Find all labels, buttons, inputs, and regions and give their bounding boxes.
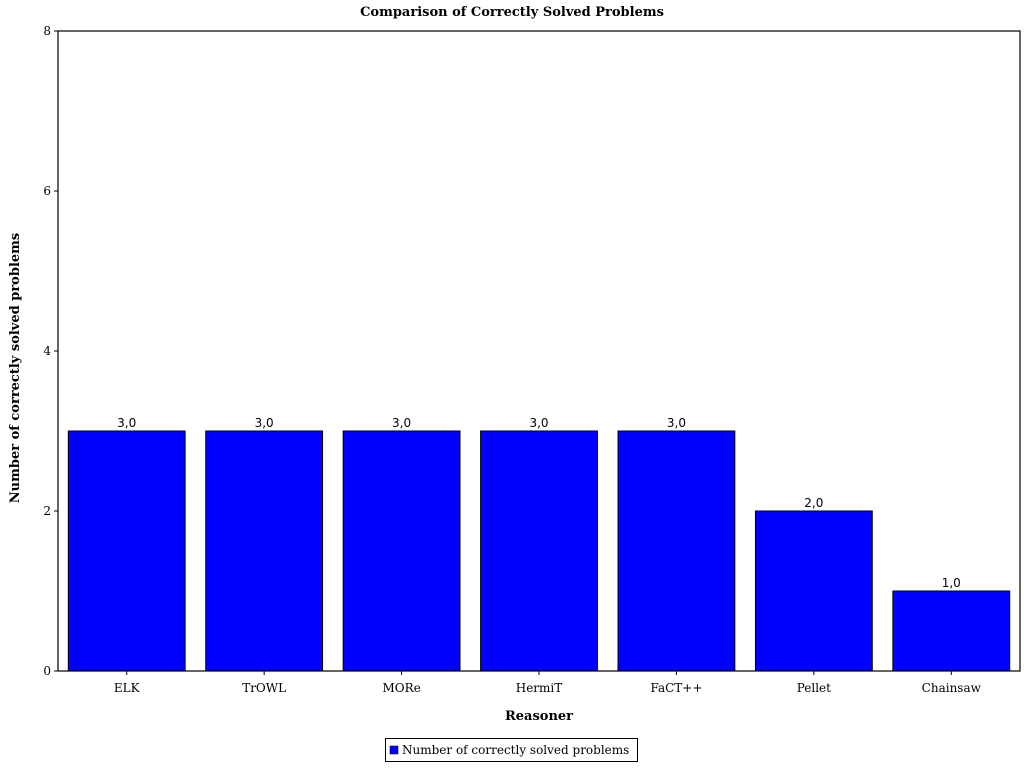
bar-hermit: [480, 430, 598, 672]
legend-entry-label: Number of correctly solved problems: [402, 743, 629, 757]
chart-title: Comparison of Correctly Solved Problems: [360, 5, 664, 20]
bar-value-label: 3,0: [117, 416, 136, 430]
x-axis-label: Reasoner: [505, 709, 573, 724]
bar-fact-: [617, 430, 736, 672]
x-tick-label: ELK: [114, 681, 141, 695]
bar-value-label: 3,0: [529, 416, 548, 430]
x-tick-label: TrOWL: [242, 681, 286, 695]
legend-box: [385, 738, 638, 762]
bar-elk: [67, 430, 186, 672]
bar-trowl: [205, 430, 324, 672]
bar-pellet: [754, 510, 873, 672]
value-labels: 3,0 3,0 3,0 3,0 3,0 2,0 1,0: [117, 416, 961, 590]
bar-value-label: 3,0: [255, 416, 274, 430]
legend-swatch: [389, 745, 399, 755]
bar-value-label: 2,0: [804, 496, 823, 510]
y-tick-label: 6: [43, 184, 51, 198]
x-tick-label: Chainsaw: [922, 681, 982, 695]
y-tick-label: 0: [43, 664, 51, 678]
x-tick-label: HermiT: [516, 681, 563, 695]
bar-more: [342, 430, 461, 672]
x-tick-label: FaCT++: [650, 681, 702, 695]
plot-area-frame: [57, 30, 1021, 672]
bar-value-label: 3,0: [392, 416, 411, 430]
legend: Number of correctly solved problems: [385, 738, 638, 762]
y-tick-label: 2: [43, 504, 51, 518]
x-axis-ticks: ELK TrOWL MORe HermiT FaCT++ Pellet Chainsaw: [114, 671, 982, 695]
y-axis-ticks: 0 2 4 6 8: [43, 24, 58, 678]
bar-value-label: 1,0: [942, 576, 961, 590]
y-axis-label: Number of correctly solved problems: [8, 233, 23, 503]
bar-value-label: 3,0: [667, 416, 686, 430]
bars: [67, 430, 1011, 672]
y-tick-label: 8: [43, 24, 51, 38]
y-tick-label: 4: [43, 344, 51, 358]
x-tick-label: Pellet: [797, 681, 831, 695]
bar-chainsaw: [892, 590, 1011, 672]
x-tick-label: MORe: [382, 681, 420, 695]
